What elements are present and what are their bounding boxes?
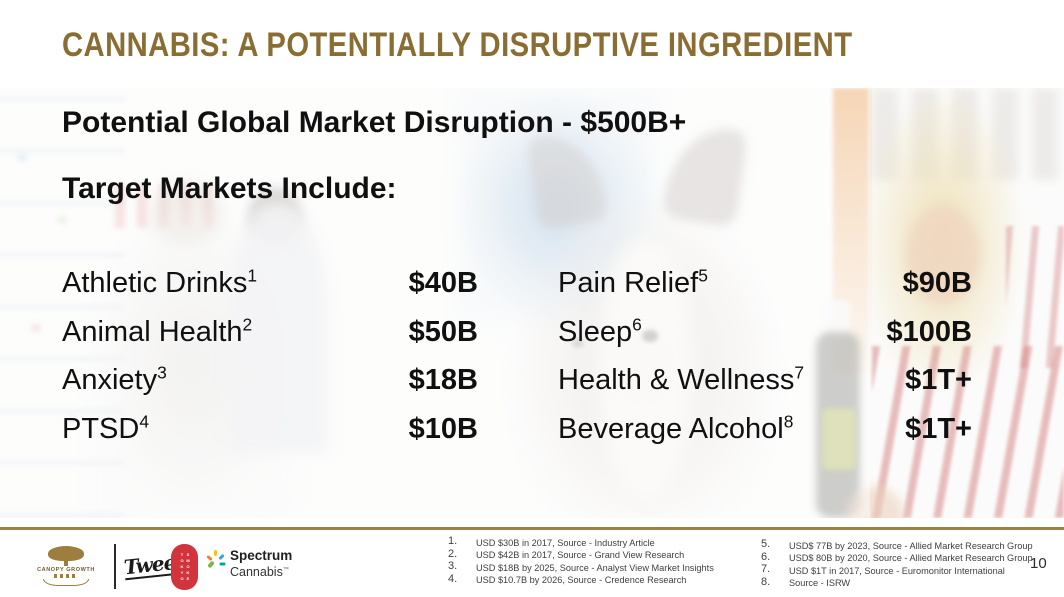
market-row-animal-health: Animal Health2 $50B [62, 308, 478, 357]
market-label: Sleep6 [558, 313, 642, 348]
canopy-growth-logo: CANOPY GROWTH [24, 538, 108, 594]
spectrum-starburst-icon [206, 550, 226, 569]
canopy-growth-wordmark: CANOPY GROWTH [37, 567, 95, 573]
footnotes-left: 1. USD $30B in 2017, Source - Industry A… [448, 536, 714, 586]
footnote-7: 7. USD $1T in 2017, Source - Euromonitor… [761, 563, 1005, 576]
market-column-left: Athletic Drinks1 $40B Animal Health2 $50… [62, 259, 478, 453]
husky-eye2-shape [572, 338, 584, 348]
background-photo-collage [0, 88, 1064, 518]
market-label: PTSD4 [62, 410, 150, 445]
striped-sleeve-shape [1006, 226, 1064, 368]
footnote-4: 4. USD $10.7B by 2026, Source - Credence… [448, 572, 687, 586]
spectrum-ray-blue [218, 553, 225, 561]
footnote-3: 3. USD $18B by 2025, Source - Analyst Vi… [448, 560, 714, 573]
spectrum-ray-green [207, 560, 215, 569]
market-value: $10B [408, 412, 478, 445]
market-value: $1T+ [905, 412, 972, 445]
canopy-tree-icon [48, 546, 84, 561]
market-value: $50B [408, 315, 478, 348]
market-row-health-wellness: Health & Wellness7 $1T+ [558, 356, 972, 405]
market-row-beverage-alcohol: Beverage Alcohol8 $1T+ [558, 405, 972, 454]
spectrum-ray-yellow [214, 550, 217, 556]
market-row-anxiety: Anxiety3 $18B [62, 356, 478, 405]
market-disruption-heading: Potential Global Market Disruption - $50… [62, 106, 687, 139]
tokyo-smoke-text-col2: SMOKE [185, 552, 191, 582]
market-label: Pain Relief5 [558, 265, 708, 299]
bottle-label-shape [822, 408, 856, 470]
footer-divider-line [0, 527, 1064, 530]
footnotes-right: 5. USD$ 77B by 2023, Source - Allied Mar… [761, 539, 1033, 589]
market-label: Health & Wellness7 [558, 362, 805, 396]
trademark-symbol: ™ [282, 567, 289, 573]
shopper-face-shape [906, 206, 980, 304]
market-label: Animal Health2 [62, 313, 253, 348]
husky-blaze-shape [596, 238, 696, 500]
canopy-roots-icon [54, 574, 78, 578]
slide-title: CANNABIS: A POTENTIALLY DISRUPTIVE INGRE… [62, 26, 853, 64]
market-value: $1T+ [905, 364, 972, 396]
footnote-8: 8. Source - ISRW [761, 575, 851, 589]
market-label: Anxiety3 [62, 362, 167, 396]
market-value: $100B [886, 315, 972, 348]
market-value: $40B [408, 267, 478, 299]
footnote-2: 2. USD $42B in 2017, Source - Grand View… [448, 547, 685, 561]
spectrum-cannabis-logo: Spectrum Cannabis™ [206, 548, 293, 580]
market-value: $90B [902, 267, 972, 299]
white-wash-overlay-left [0, 88, 870, 518]
market-value: $18B [408, 364, 478, 396]
market-row-pain-relief: Pain Relief5 $90B [558, 259, 972, 308]
logo-divider [114, 544, 116, 589]
spectrum-wordmark: Spectrum Cannabis™ [230, 548, 293, 580]
market-column-right: Pain Relief5 $90B Sleep6 $100B Health & … [558, 259, 972, 453]
canopy-banner-icon [43, 579, 89, 586]
market-row-athletic-drinks: Athletic Drinks1 $40B [62, 259, 478, 308]
market-label: Beverage Alcohol8 [558, 410, 794, 445]
footnote-6: 6. USD$ 80B by 2020, Source - Allied Mar… [761, 550, 1033, 564]
pharmacist-body-shape [228, 203, 328, 453]
striped-shirt-shape [872, 346, 1064, 518]
husky-eye-shape [642, 330, 658, 342]
footnote-1: 1. USD $30B in 2017, Source - Industry A… [448, 535, 655, 548]
tokyo-smoke-text-col1: TOKYO [179, 552, 185, 582]
spectrum-ray-teal [219, 562, 226, 566]
tokyo-smoke-logo: TOKYO SMOKE [171, 544, 198, 590]
market-row-ptsd: PTSD4 $10B [62, 405, 478, 454]
canopy-tree-trunk [64, 561, 68, 566]
market-row-sleep: Sleep6 $100B [558, 308, 972, 357]
target-markets-heading: Target Markets Include: [62, 172, 397, 205]
white-wash-overlay [0, 88, 1064, 518]
page-number: 10 [1030, 555, 1047, 572]
market-label: Athletic Drinks1 [62, 265, 257, 299]
footnote-5: 5. USD$ 77B by 2023, Source - Allied Mar… [761, 538, 1033, 551]
